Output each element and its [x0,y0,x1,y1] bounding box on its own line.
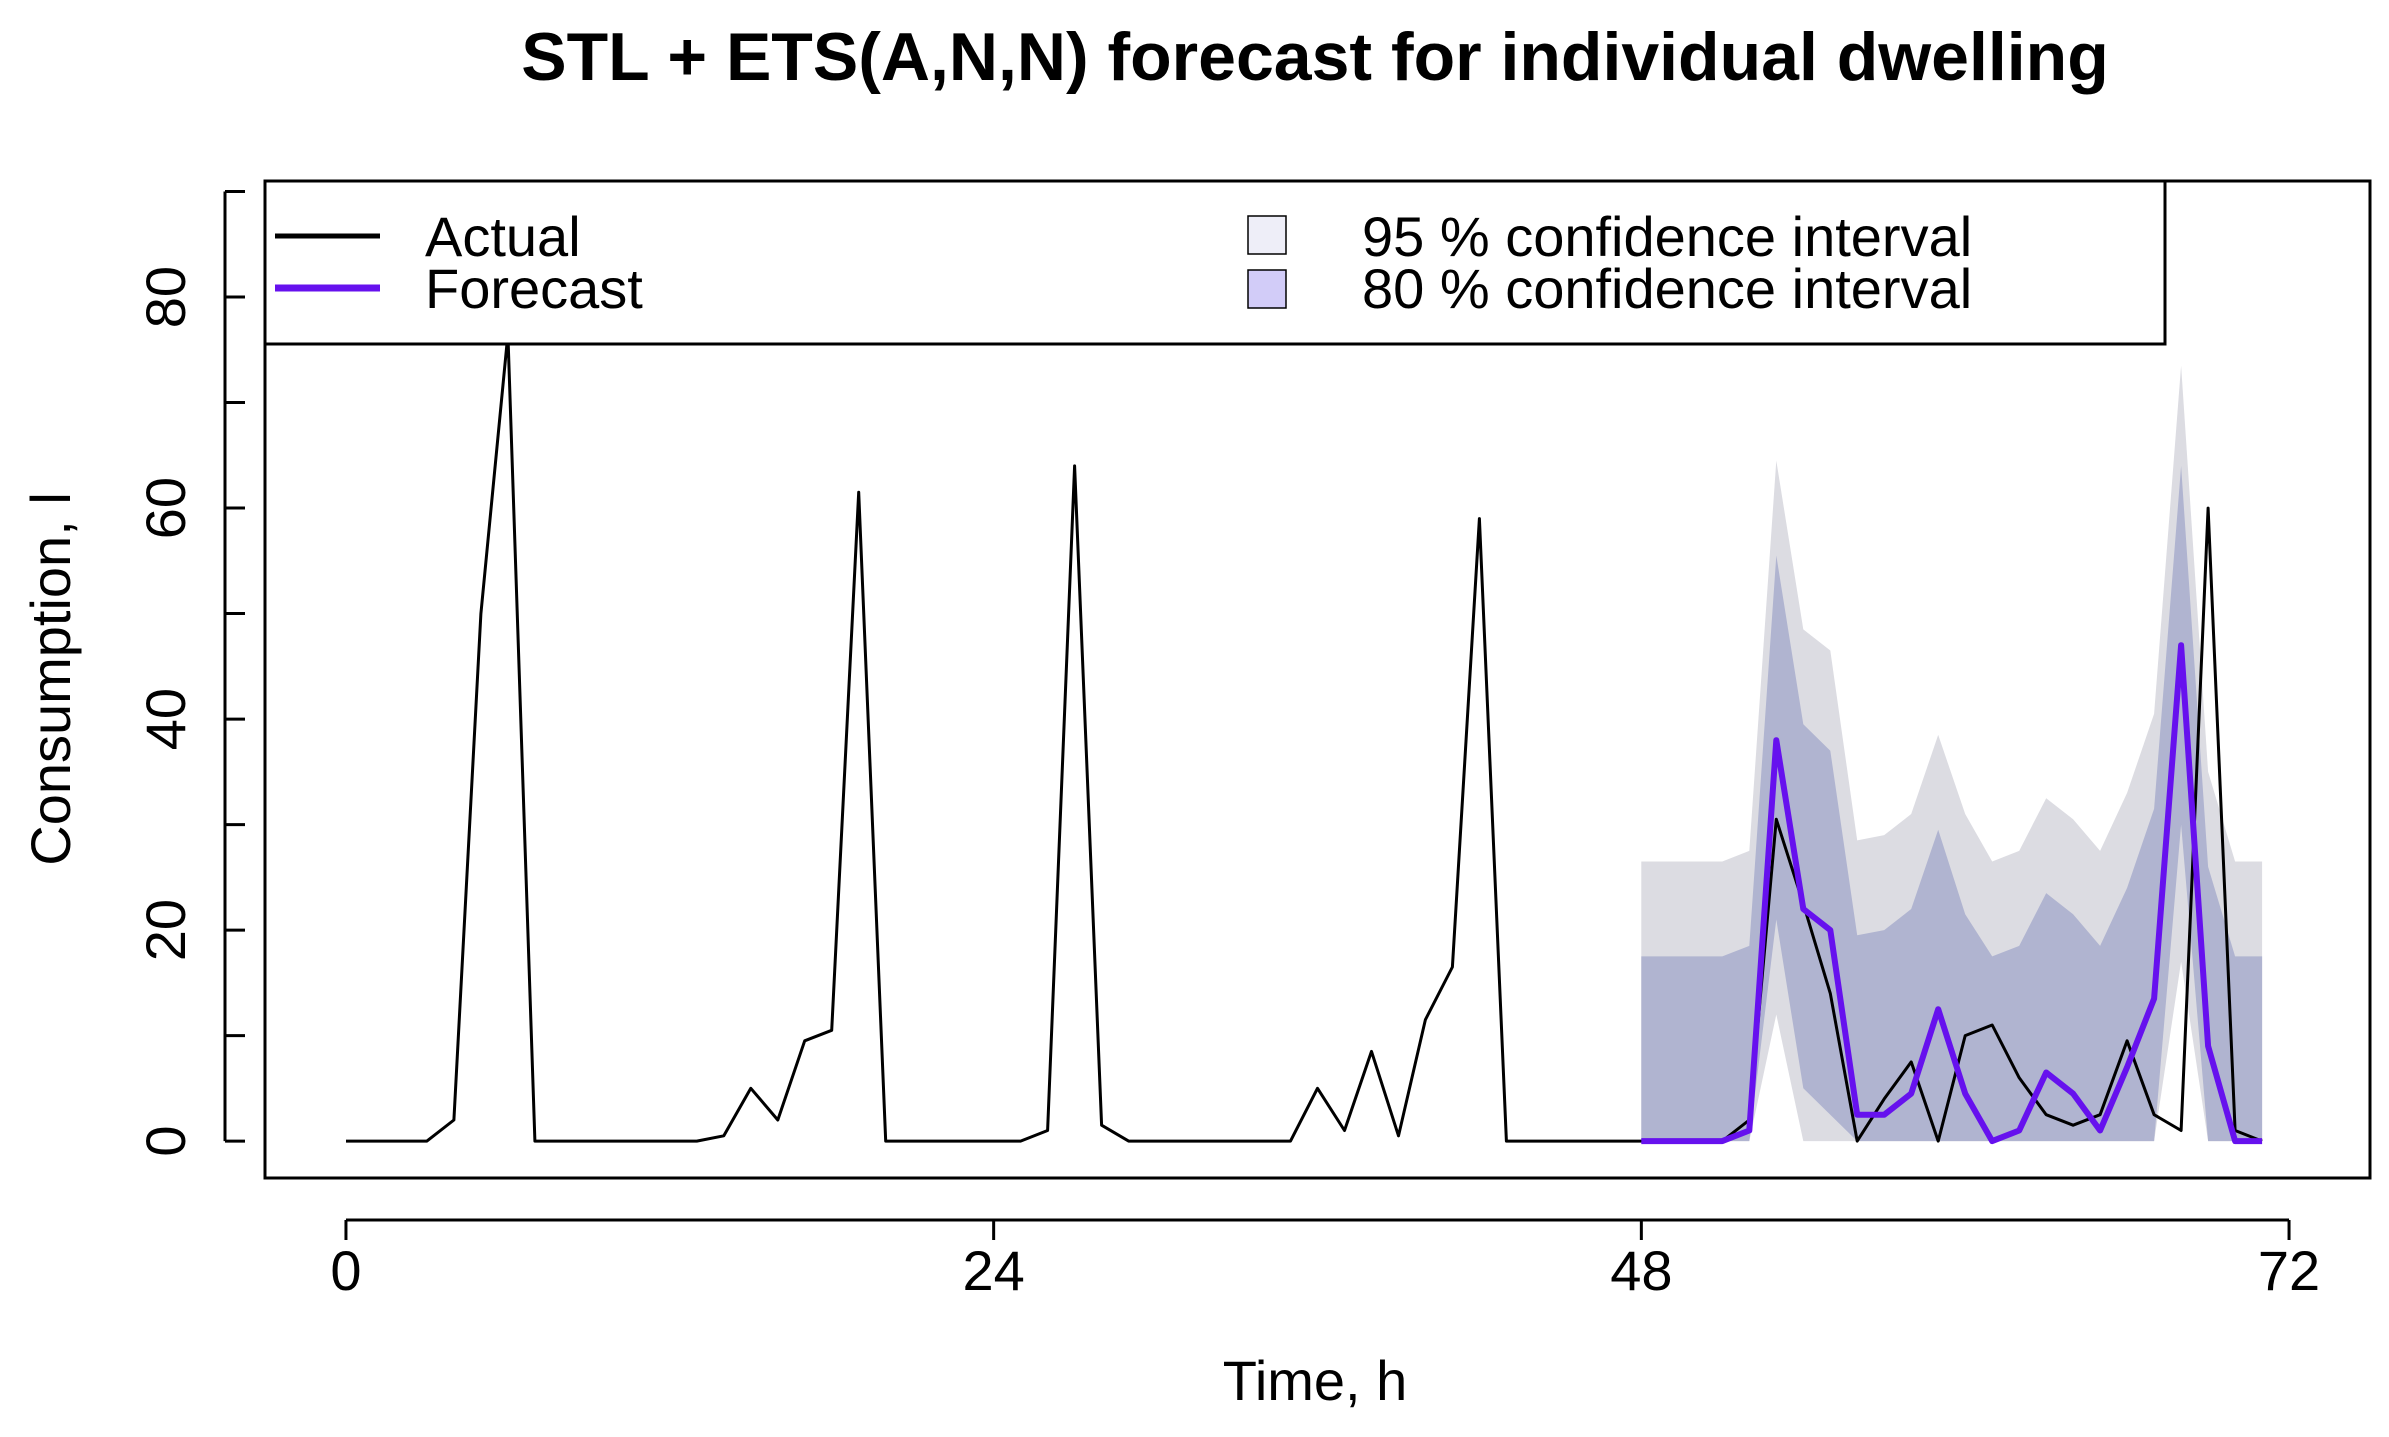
x-tick-label: 72 [2258,1239,2320,1302]
x-tick-label: 0 [330,1239,361,1302]
x-axis-label: Time, h [1223,1349,1408,1412]
y-tick-label: 60 [134,477,197,539]
legend-box [263,179,2167,346]
y-tick-label: 80 [134,266,197,328]
axes: 0 24 48 72 0 20 40 60 80 [134,190,2320,1302]
series-lines [346,332,2263,1145]
legend-ci95-label: 95 % confidence interval [1362,205,1972,268]
y-tick-label: 0 [134,1126,197,1157]
y-tick-label: 40 [134,688,197,750]
confidence-bands [1641,365,2263,1142]
chart-title: STL + ETS(A,N,N) forecast for individual… [521,19,2108,95]
ci80-band [1641,465,2263,1142]
x-tick-label: 48 [1610,1239,1672,1302]
legend: Actual Forecast 95 % confidence interval… [263,179,2167,346]
forecast-series-line [1641,642,2263,1145]
y-tick-label: 20 [134,899,197,961]
x-tick-label: 24 [963,1239,1025,1302]
legend-ci80-label: 80 % confidence interval [1362,257,1972,320]
legend-ci80-swatch [1247,269,1287,309]
y-axis-label: Consumption, l [19,492,82,866]
legend-forecast-label: Forecast [425,257,643,320]
actual-series-line [346,332,2263,1143]
legend-ci95-swatch [1247,215,1287,255]
legend-actual-label: Actual [425,205,581,268]
